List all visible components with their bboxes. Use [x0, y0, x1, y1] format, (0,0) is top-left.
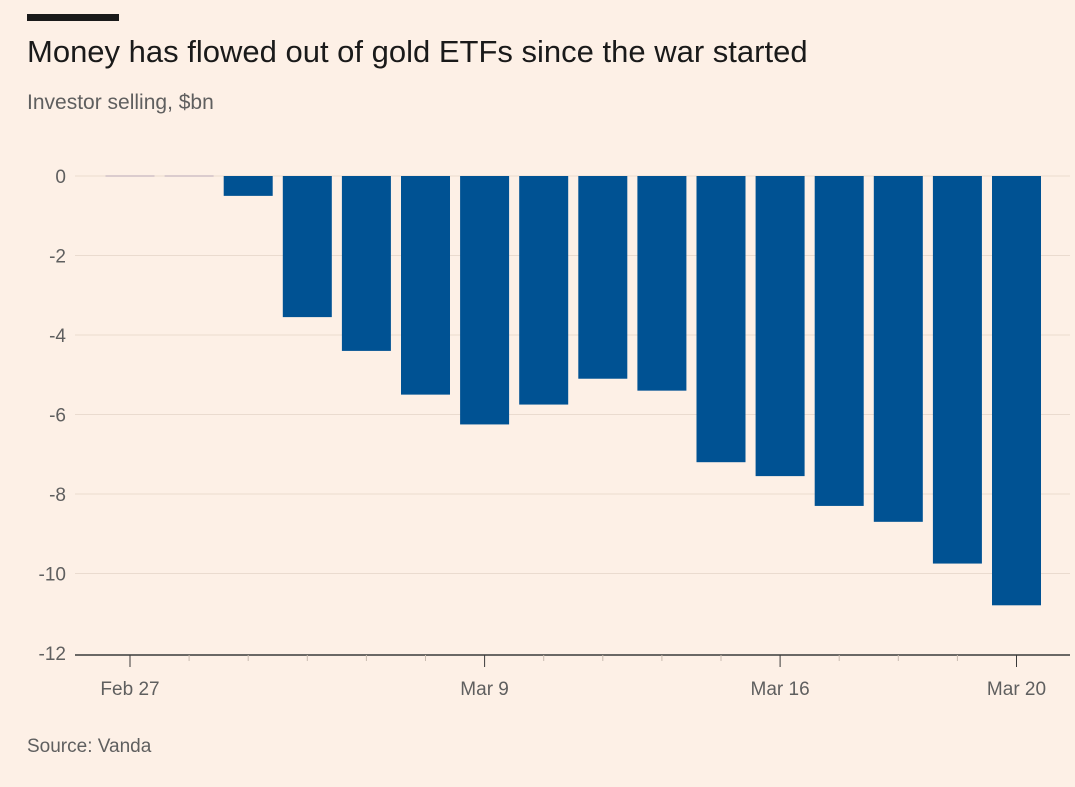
bar — [341, 176, 391, 351]
y-tick-label: -2 — [49, 247, 66, 268]
bar — [755, 176, 805, 477]
y-tick-label: -6 — [49, 406, 66, 427]
y-tick-label: -12 — [39, 644, 66, 665]
bar — [223, 176, 273, 196]
y-tick-label: -4 — [49, 326, 66, 347]
y-tick-label: -8 — [49, 485, 66, 506]
y-tick-label: -10 — [39, 565, 66, 586]
bars — [105, 175, 1041, 606]
bar — [519, 176, 569, 405]
x-tick-label: Mar 9 — [460, 679, 509, 700]
y-tick-label: 0 — [55, 167, 66, 188]
x-tick-label: Mar 16 — [751, 679, 810, 700]
bar — [401, 176, 450, 395]
bar — [873, 176, 923, 522]
bar — [637, 176, 687, 391]
bar — [578, 176, 628, 379]
x-axis: Feb 27 Mar 9 Mar 16 Mar 20 — [75, 654, 1070, 700]
chart-subtitle: Investor selling, $bn — [27, 91, 214, 114]
chart-title: Money has flowed out of gold ETFs since … — [27, 34, 808, 69]
y-axis-tick-labels: 0 -2 -4 -6 -8 -10 -12 — [39, 167, 67, 665]
bar — [282, 176, 332, 318]
bar — [696, 176, 746, 463]
x-tick-label: Feb 27 — [100, 679, 159, 700]
x-tick-label: Mar 20 — [987, 679, 1046, 700]
bar — [460, 176, 510, 425]
bar — [932, 176, 982, 564]
bar — [814, 176, 864, 506]
bar — [992, 176, 1041, 606]
top-rule — [27, 14, 119, 21]
source-note: Source: Vanda — [27, 736, 152, 757]
